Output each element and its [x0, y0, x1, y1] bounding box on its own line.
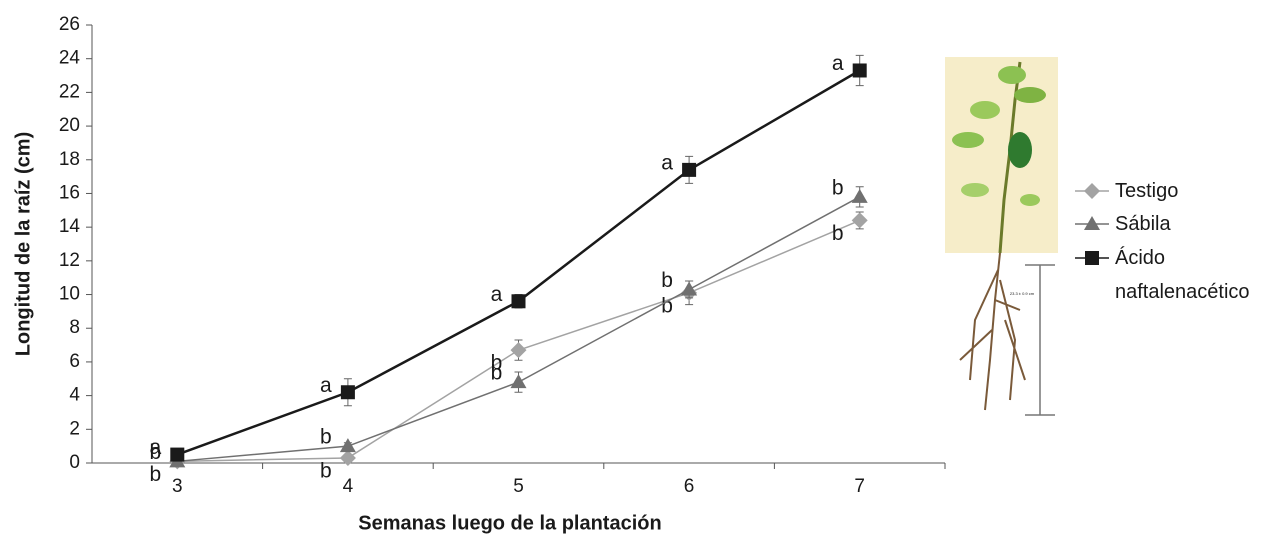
marker — [170, 448, 184, 462]
legend-marker — [1085, 251, 1099, 265]
page: 23.3 ± 0.9 cm Semanas luego de la planta… — [0, 0, 1278, 536]
x-axis-title: Semanas luego de la plantación — [358, 512, 661, 534]
y-tick-label: 12 — [59, 250, 80, 271]
marker — [512, 294, 526, 308]
marker — [681, 281, 697, 295]
plant-label: 23.3 ± 0.9 cm — [1010, 291, 1035, 296]
y-tick-label: 14 — [59, 216, 81, 237]
y-tick-label: 24 — [59, 48, 81, 69]
marker — [682, 163, 696, 177]
legend-marker — [1084, 183, 1100, 199]
significance-letter: a — [661, 151, 673, 174]
significance-letter: a — [491, 283, 503, 306]
x-tick-label: 6 — [684, 476, 695, 497]
chart: 23.3 ± 0.9 cm Semanas luego de la planta… — [0, 0, 1278, 536]
x-tick-label: 7 — [854, 476, 865, 497]
marker — [852, 212, 868, 228]
y-tick-label: 6 — [69, 351, 80, 372]
significance-letter: b — [832, 222, 844, 245]
y-axis-title: Longitud de la raíz (cm) — [12, 132, 34, 356]
y-tick-label: 18 — [59, 149, 80, 170]
x-tick-label: 4 — [343, 476, 354, 497]
significance-letter: b — [661, 269, 673, 292]
significance-letter: a — [149, 436, 161, 459]
series-line — [177, 70, 859, 454]
plant-photo — [945, 57, 1058, 415]
significance-letter: b — [661, 294, 673, 317]
y-tick-label: 2 — [69, 418, 80, 439]
y-tick-label: 10 — [59, 284, 80, 305]
marker — [511, 342, 527, 358]
y-tick-label: 8 — [69, 317, 80, 338]
y-tick-label: 16 — [59, 182, 80, 203]
marker — [853, 63, 867, 77]
y-tick-label: 22 — [59, 81, 80, 102]
marker — [511, 374, 527, 388]
x-tick-label: 3 — [172, 476, 183, 497]
marker — [341, 385, 355, 399]
y-tick-label: 26 — [59, 14, 80, 35]
y-tick-label: 0 — [69, 452, 80, 473]
series-line — [177, 197, 859, 461]
marker — [340, 450, 356, 466]
significance-letter: b — [149, 463, 161, 486]
significance-letter: b — [832, 176, 844, 199]
marker — [852, 189, 868, 203]
significance-letter: b — [320, 459, 332, 482]
marker — [340, 438, 356, 452]
y-tick-label: 4 — [69, 385, 80, 406]
legend-label: Testigo — [1115, 174, 1275, 208]
x-tick-label: 5 — [513, 476, 524, 497]
legend-label: Ácido naftalenacético — [1115, 241, 1275, 309]
significance-letter: a — [320, 374, 332, 397]
y-tick-label: 20 — [59, 115, 80, 136]
significance-letter: b — [491, 362, 503, 385]
significance-letter: a — [832, 52, 844, 75]
legend-label: Sábila — [1115, 207, 1275, 241]
legend-marker — [1084, 216, 1100, 230]
significance-letter: b — [320, 426, 332, 449]
